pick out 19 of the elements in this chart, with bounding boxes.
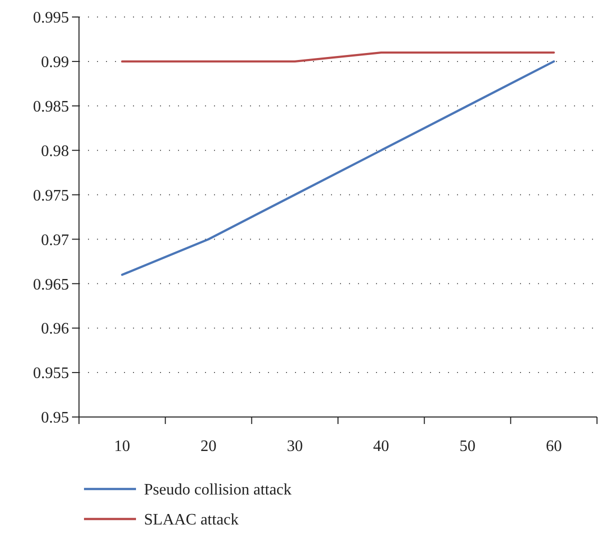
y-tick-label: 0.995 (33, 10, 69, 27)
line-series (121, 60, 555, 276)
y-tick-label: 0.975 (33, 187, 69, 204)
y-tick-label: 0.95 (41, 410, 69, 427)
legend-label: Pseudo collision attack (144, 482, 292, 499)
x-tick-label: 30 (286, 438, 303, 455)
y-tick-label: 0.97 (41, 232, 69, 249)
x-tick-label: 40 (373, 438, 390, 455)
y-tick-label: 0.96 (41, 320, 69, 338)
y-tick-label: 0.99 (41, 54, 69, 72)
x-tick-label: 20 (200, 438, 216, 455)
y-tick-label: 0.985 (33, 98, 69, 116)
y-tick-label: 0.955 (33, 365, 69, 382)
y-tick-label: 0.965 (33, 276, 69, 294)
x-tick-label: 50 (460, 438, 476, 455)
y-tick-label: 0.98 (41, 142, 69, 160)
legend-label: SLAAC attack (144, 512, 239, 529)
x-tick-label: 10 (114, 438, 130, 455)
x-tick-label: 60 (546, 438, 562, 455)
